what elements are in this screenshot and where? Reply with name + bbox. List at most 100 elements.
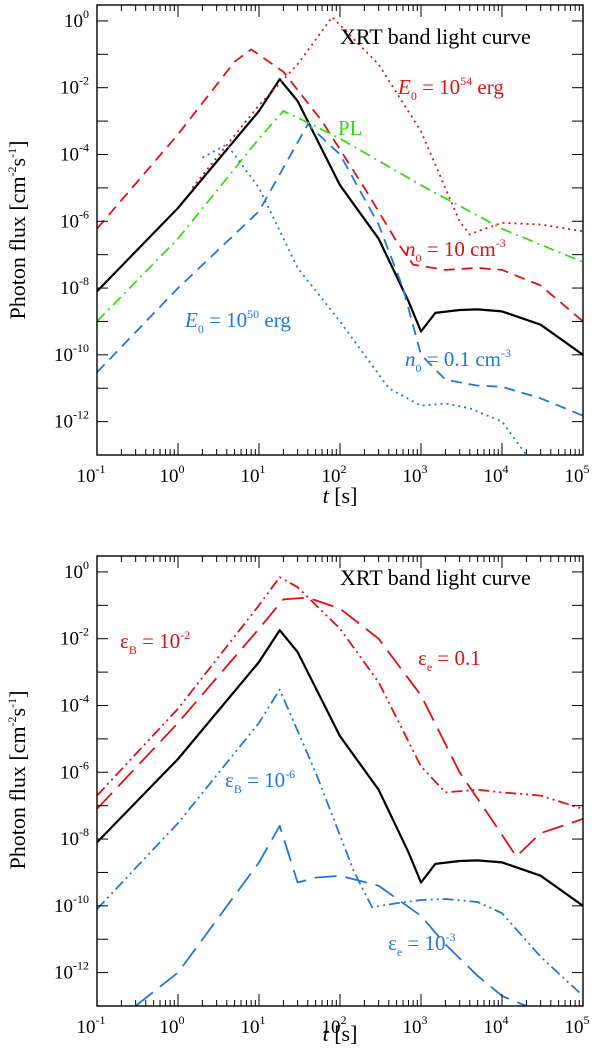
y-tick-label: 10-4 [60, 140, 89, 165]
x-tick-label: 100 [160, 1013, 185, 1038]
anno-superscript: 50 [247, 307, 259, 321]
y-tick-base: 10 [64, 11, 83, 32]
anno-text: = 10 [417, 75, 460, 99]
series-group [97, 576, 583, 1006]
anno-subscript: 0 [411, 89, 417, 103]
anno-text: = 0.1 [432, 646, 481, 670]
anno-symbol: ε [388, 931, 397, 955]
x-tick-exp: 3 [422, 462, 428, 476]
anno-text: = 10 [204, 308, 247, 332]
y-tick-exp: -12 [73, 408, 89, 422]
y-tick-exp: -4 [79, 140, 89, 154]
x-axis-unit: [s] [329, 483, 358, 508]
y-tick-exp: 0 [83, 558, 89, 572]
y-axis-text: s [5, 158, 30, 167]
x-tick-exp: -1 [96, 462, 106, 476]
chart-panel-1: 10-1 100 101 102 103 104 10510010-210-410-610-… [5, 4, 590, 508]
anno-text: = 10 [137, 629, 180, 653]
y-tick-exp: -2 [79, 625, 89, 639]
x-tick-base: 10 [403, 466, 422, 487]
annotation-eb2: εB = 10-2 [120, 628, 190, 657]
y-tick-base: 10 [54, 345, 73, 366]
plot-frame [96, 4, 584, 456]
x-tick-base: 10 [484, 1017, 503, 1038]
y-tick-base: 10 [60, 695, 79, 716]
chart-title: XRT band light curve [340, 24, 531, 49]
y-tick-exp: -8 [79, 274, 89, 288]
anno-subscript: 0 [198, 322, 204, 336]
series-line-0 [97, 629, 583, 907]
x-tick-label: 100 [160, 462, 185, 487]
x-tick-base: 10 [484, 466, 503, 487]
x-axis-label: t [s] [323, 1021, 358, 1046]
x-tick-label: 105 [565, 1013, 590, 1038]
series-group [97, 16, 583, 455]
x-axis-var: t [323, 483, 330, 508]
y-tick-label: 10-12 [54, 408, 89, 433]
x-tick-label: 104 [484, 1013, 509, 1038]
x-tick-base: 10 [565, 466, 584, 487]
y-axis-text: Photon flux [cm [5, 726, 30, 869]
x-tick-exp: 1 [260, 462, 266, 476]
x-tick-exp: 2 [341, 462, 347, 476]
anno-superscript: 54 [460, 74, 472, 88]
tick-marks [96, 5, 584, 456]
y-tick-base: 10 [60, 144, 79, 165]
series-line-5 [201, 143, 528, 455]
series-line-0 [97, 78, 583, 356]
x-tick-base: 10 [160, 1017, 179, 1038]
chart-panel-2: 10-1 100 101 102 103 104 10510010-210-410-610-… [5, 555, 590, 1046]
x-tick-exp: 4 [503, 462, 509, 476]
y-tick-exp: -6 [79, 207, 89, 221]
x-tick-base: 10 [160, 466, 179, 487]
y-tick-label: 10-2 [60, 74, 89, 99]
x-axis-var: t [323, 1021, 330, 1046]
x-tick-label: 10-1 [77, 462, 106, 487]
annotation-e50: E0 = 1050 erg [184, 307, 291, 336]
y-tick-label: 10-10 [54, 892, 89, 917]
y-tick-exp: 0 [83, 7, 89, 21]
y-axis-text: ] [5, 141, 30, 148]
y-tick-label: 10-6 [60, 207, 89, 232]
tick-marks [96, 556, 584, 1007]
series-line-3 [97, 688, 583, 997]
anno-symbol: ε [225, 768, 234, 792]
series-line-4 [135, 824, 527, 1006]
y-tick-base: 10 [54, 896, 73, 917]
y-axis-exp: -1 [5, 148, 19, 158]
y-tick-exp: -8 [79, 825, 89, 839]
series-line-2 [97, 48, 583, 323]
x-tick-base: 10 [241, 466, 260, 487]
y-tick-label: 10-2 [60, 625, 89, 650]
y-tick-base: 10 [60, 211, 79, 232]
x-tick-exp: 5 [584, 1013, 590, 1027]
y-tick-base: 10 [60, 829, 79, 850]
y-tick-exp: -10 [73, 341, 89, 355]
y-axis-text: ] [5, 691, 30, 698]
anno-text: = 10 cm [422, 237, 496, 261]
y-axis-text: s [5, 708, 30, 717]
x-tick-base: 10 [403, 1017, 422, 1038]
anno-subscript: e [397, 945, 402, 959]
y-tick-base: 10 [60, 78, 79, 99]
anno-superscript: -3 [446, 930, 456, 944]
y-tick-base: 10 [54, 412, 73, 433]
anno-symbol: E [397, 75, 411, 99]
y-axis-exp: -1 [5, 698, 19, 708]
y-tick-label: 10-6 [60, 758, 89, 783]
y-tick-label: 10-8 [60, 825, 89, 850]
y-tick-label: 100 [64, 558, 89, 583]
x-tick-exp: 5 [584, 462, 590, 476]
anno-text: = 10 [402, 931, 445, 955]
anno-superscript: -2 [180, 628, 190, 642]
x-tick-base: 10 [77, 466, 96, 487]
x-tick-exp: 4 [503, 1013, 509, 1027]
y-tick-label: 10-8 [60, 274, 89, 299]
y-tick-base: 10 [64, 562, 83, 583]
annotation-e54: E0 = 1054 erg [397, 74, 504, 103]
x-tick-exp: 2 [341, 1013, 347, 1027]
x-tick-exp: 0 [179, 1013, 185, 1027]
series-line-1 [191, 16, 583, 236]
anno-symbol: E [184, 308, 198, 332]
